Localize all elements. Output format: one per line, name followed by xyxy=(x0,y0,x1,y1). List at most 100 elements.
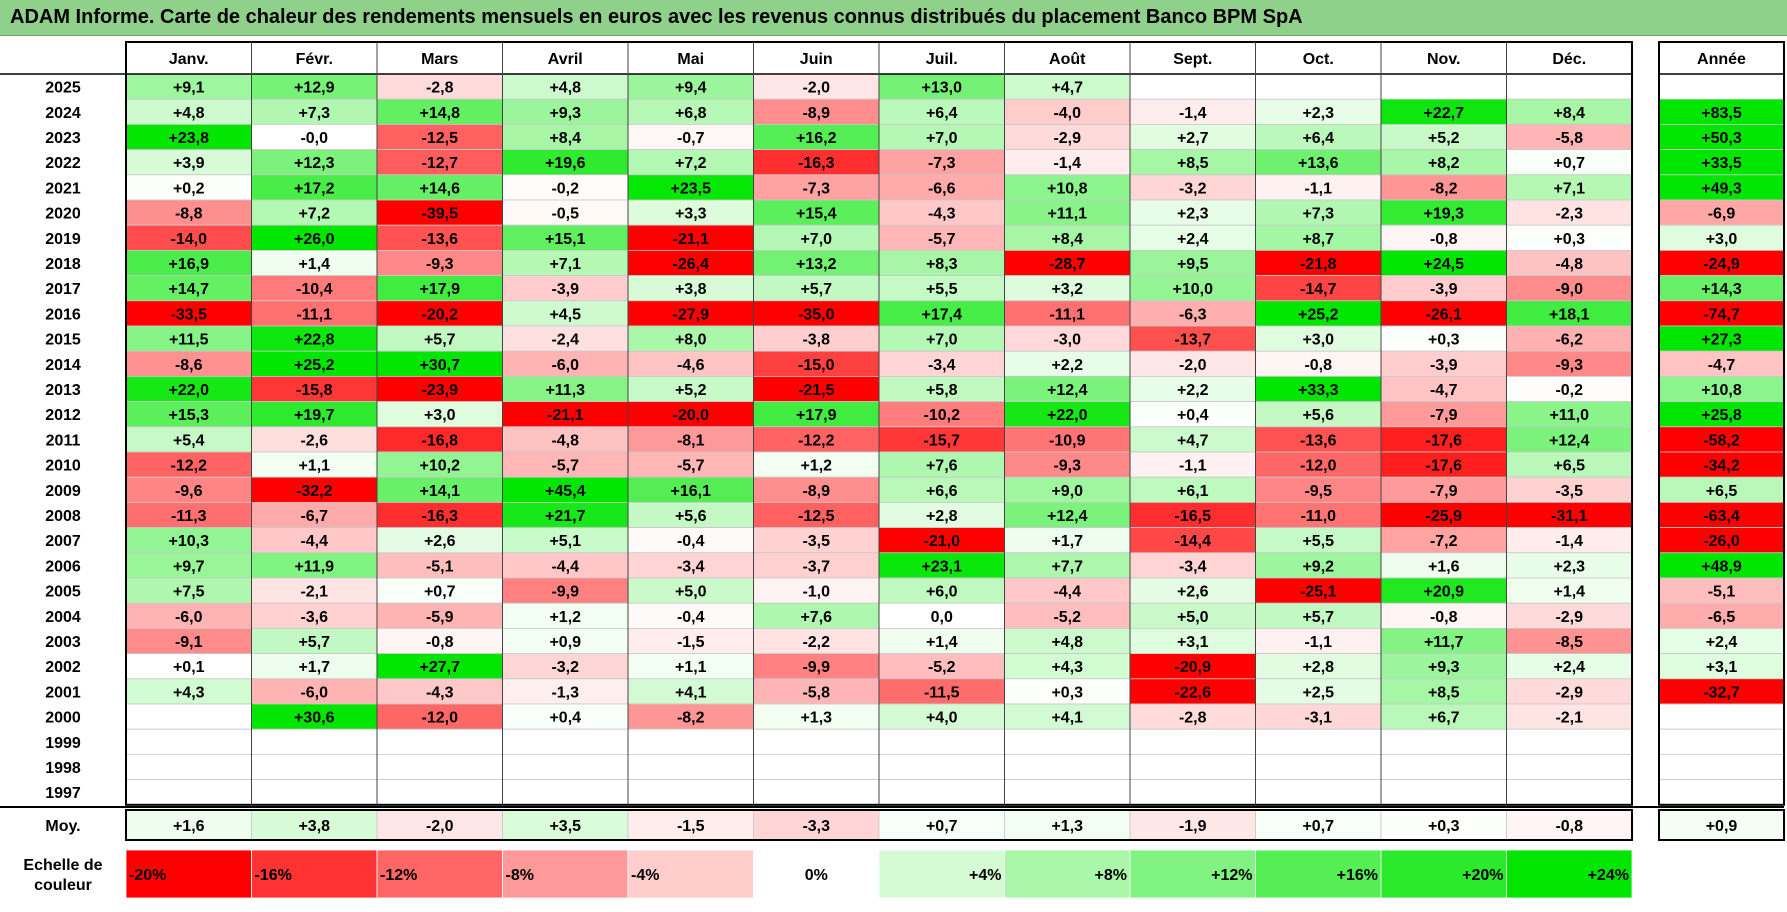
cell-value: -4,4 xyxy=(1053,584,1081,601)
heatmap-cell xyxy=(1506,300,1633,327)
cell-value: +19,6 xyxy=(545,155,586,172)
scale-value: +24% xyxy=(1588,867,1629,884)
cell-value: +7,6 xyxy=(926,458,958,475)
cell-value: -28,7 xyxy=(1049,256,1086,273)
cell-value: -9,3 xyxy=(426,256,454,273)
heatmap-cell xyxy=(1255,577,1382,604)
cell-value: +0,1 xyxy=(173,659,205,676)
scale-value: +12% xyxy=(1211,867,1252,884)
heatmap-cell xyxy=(1380,527,1507,554)
cell-value: +2,4 xyxy=(1177,231,1209,248)
cell-value: +0,3 xyxy=(1051,684,1083,701)
heatmap-cell xyxy=(878,628,1005,655)
heatmap-cell xyxy=(125,275,252,302)
heatmap-cell xyxy=(502,224,629,251)
average-cell xyxy=(376,809,503,841)
cell-value: +0,9 xyxy=(549,634,581,651)
heatmap-cell xyxy=(627,375,754,402)
heatmap-cell xyxy=(878,754,1005,781)
cell-value: -12,2 xyxy=(798,432,835,449)
cell-value: +13,0 xyxy=(922,80,963,97)
cell-value: +20,9 xyxy=(1424,584,1465,601)
cell-value: +10,0 xyxy=(1173,281,1214,298)
cell-value: +6,6 xyxy=(926,483,958,500)
average-value: +1,6 xyxy=(173,818,205,835)
heatmap-cell xyxy=(1380,350,1507,377)
heatmap-cell xyxy=(1380,98,1507,125)
cell-value: -3,9 xyxy=(1430,281,1458,298)
heatmap-cell xyxy=(627,149,754,176)
cell-value: -10,4 xyxy=(296,281,333,298)
heatmap-cell xyxy=(878,199,1005,226)
cell-value: -2,0 xyxy=(1179,357,1207,374)
annual-value: +3,0 xyxy=(1706,231,1738,248)
cell-value: +17,9 xyxy=(420,281,461,298)
heatmap-cell xyxy=(627,754,754,781)
cell-value: +1,7 xyxy=(1051,533,1083,550)
cell-value: +22,0 xyxy=(1047,407,1088,424)
heatmap-cell xyxy=(878,476,1005,503)
cell-value: -26,4 xyxy=(673,256,710,273)
cell-value: +15,3 xyxy=(169,407,210,424)
cell-value: +5,5 xyxy=(1302,533,1334,550)
heatmap-cell xyxy=(1506,350,1633,377)
cell-value: +0,4 xyxy=(1177,407,1209,424)
cell-value: +2,3 xyxy=(1302,105,1334,122)
heatmap-cell xyxy=(753,375,880,402)
cell-value: +7,2 xyxy=(298,206,330,223)
cell-value: +8,3 xyxy=(926,256,958,273)
heatmap-cell xyxy=(125,174,252,201)
heatmap-cell xyxy=(753,325,880,352)
cell-value: -15,0 xyxy=(798,357,835,374)
cell-value: +11,9 xyxy=(294,558,334,575)
cell-value: +8,5 xyxy=(1177,155,1209,172)
cell-value: -4,4 xyxy=(300,533,328,550)
cell-value: -5,2 xyxy=(928,659,956,676)
cell-value: +11,7 xyxy=(1424,634,1464,651)
year-label: 2019 xyxy=(45,231,81,248)
cell-value: +7,7 xyxy=(1051,558,1083,575)
heatmap-cell xyxy=(502,325,629,352)
cell-value: +9,2 xyxy=(1302,558,1334,575)
cell-value: -2,4 xyxy=(551,332,579,349)
average-cell xyxy=(502,809,629,841)
heatmap-cell xyxy=(1255,476,1382,503)
cell-value: -21,0 xyxy=(924,533,961,550)
heatmap-cell xyxy=(753,300,880,327)
year-label: 2004 xyxy=(45,609,81,626)
heatmap-cell xyxy=(125,73,252,100)
heatmap-cell xyxy=(1506,73,1633,100)
heatmap-cell xyxy=(251,98,378,125)
cell-value: +16,9 xyxy=(169,256,210,273)
annual-value: +6,5 xyxy=(1706,483,1738,500)
cell-value: -8,8 xyxy=(175,206,203,223)
cell-value: -12,5 xyxy=(422,130,459,147)
heatmap-cell xyxy=(1004,476,1131,503)
cell-value: -23,9 xyxy=(422,382,459,399)
cell-value: +4,3 xyxy=(173,684,205,701)
cell-value: -5,7 xyxy=(551,458,579,475)
scale-swatch xyxy=(125,849,252,899)
cell-value: -3,4 xyxy=(1179,558,1207,575)
heatmap-cell xyxy=(753,779,880,806)
heatmap-cell xyxy=(1506,174,1633,201)
cell-value: +16,1 xyxy=(671,483,712,500)
scale-value: -4% xyxy=(631,867,659,884)
cell-value: +8,2 xyxy=(1428,155,1460,172)
cell-value: -0,5 xyxy=(551,206,579,223)
annual-cell xyxy=(1658,703,1785,730)
cell-value: +14,8 xyxy=(420,105,461,122)
scale-swatch xyxy=(1004,849,1131,899)
cell-value: -4,8 xyxy=(551,432,579,449)
heatmap-cell xyxy=(1506,149,1633,176)
heatmap-cell xyxy=(251,249,378,276)
heatmap-cell xyxy=(376,149,503,176)
cell-value: +12,4 xyxy=(1549,432,1590,449)
heatmap-cell xyxy=(1129,476,1256,503)
cell-value: -9,9 xyxy=(802,659,830,676)
cell-value: +19,3 xyxy=(1424,206,1465,223)
cell-value: +10,3 xyxy=(169,533,210,550)
average-annual-cell xyxy=(1658,809,1785,841)
annual-value: -24,9 xyxy=(1703,256,1740,273)
cell-value: +14,6 xyxy=(420,180,461,197)
